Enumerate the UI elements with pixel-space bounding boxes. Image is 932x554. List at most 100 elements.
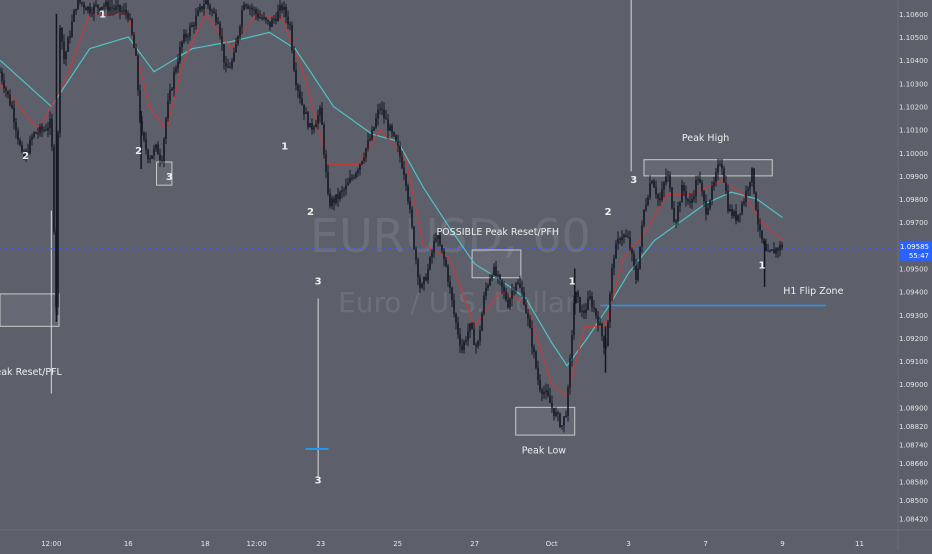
candle-body bbox=[1, 71, 3, 81]
annotation-peak-high[interactable]: Peak High bbox=[682, 133, 729, 144]
candle-body bbox=[485, 287, 487, 296]
candle-body bbox=[333, 198, 335, 203]
candle-body bbox=[329, 193, 331, 207]
x-tick-label: 27 bbox=[470, 540, 479, 548]
candle-body bbox=[171, 88, 173, 90]
annotation-peak-reset-pfl[interactable]: Peak Reset/PFL bbox=[0, 367, 63, 378]
wave-label[interactable]: 1 bbox=[99, 9, 106, 20]
peak-low-box[interactable] bbox=[515, 406, 576, 436]
ema-fast-line bbox=[0, 12, 783, 397]
candle-body bbox=[753, 168, 755, 193]
annotation-possible-peak[interactable]: POSSIBLE Peak Reset/PFH bbox=[436, 227, 559, 238]
candle-body bbox=[393, 132, 395, 136]
candle-body bbox=[551, 403, 553, 408]
candle-body bbox=[749, 181, 751, 189]
wave-label[interactable]: 3 bbox=[166, 172, 173, 183]
candle-body bbox=[693, 196, 695, 200]
candle-body bbox=[529, 318, 531, 328]
candle-body bbox=[117, 5, 119, 7]
candle-body bbox=[705, 200, 707, 215]
peak-reset-pfl-box[interactable] bbox=[0, 293, 60, 327]
y-tick-label: 1.08900 bbox=[899, 404, 928, 412]
candle-body bbox=[283, 6, 285, 11]
candle-body bbox=[635, 265, 637, 280]
candle-body bbox=[43, 129, 45, 131]
candle-body bbox=[51, 118, 53, 147]
candle-body bbox=[309, 123, 311, 128]
candle-body bbox=[111, 7, 113, 9]
candle-body bbox=[647, 197, 649, 205]
candle-body bbox=[671, 187, 673, 209]
candle-body bbox=[13, 107, 15, 122]
candle-body bbox=[593, 307, 595, 309]
wave-label[interactable]: 2 bbox=[135, 146, 142, 157]
candle-body bbox=[373, 127, 375, 131]
y-tick-label: 1.08820 bbox=[899, 423, 928, 431]
candle-body bbox=[15, 121, 17, 131]
y-tick-label: 1.10100 bbox=[899, 127, 928, 135]
candle-body bbox=[565, 415, 567, 417]
peak-high-box[interactable] bbox=[643, 159, 773, 177]
candle-body bbox=[235, 43, 237, 53]
candle-body bbox=[711, 186, 713, 201]
annotation-peak-low[interactable]: Peak Low bbox=[522, 446, 567, 457]
candle-body bbox=[407, 186, 409, 202]
candle-body bbox=[531, 327, 533, 348]
y-tick-label: 1.09800 bbox=[899, 196, 928, 204]
wave-label[interactable]: 3 bbox=[630, 175, 637, 186]
candle-body bbox=[767, 250, 769, 252]
candle-body bbox=[581, 310, 583, 312]
candle-body bbox=[291, 25, 293, 51]
candle-body bbox=[651, 181, 653, 184]
candle-body bbox=[491, 275, 493, 279]
candle-body bbox=[559, 414, 561, 427]
candle-body bbox=[197, 10, 199, 16]
candle-body bbox=[277, 10, 279, 21]
candle-body bbox=[765, 244, 767, 251]
candle-body bbox=[573, 303, 575, 336]
candle-body bbox=[387, 119, 389, 131]
candle-body bbox=[643, 209, 645, 226]
candle-body bbox=[421, 284, 423, 288]
candle-body bbox=[755, 192, 757, 210]
x-tick-label: 23 bbox=[316, 540, 325, 548]
candle-body bbox=[251, 7, 253, 10]
wave-label[interactable]: 3 bbox=[315, 476, 322, 487]
x-tick-label: 12:00 bbox=[41, 540, 61, 548]
candle-body bbox=[211, 10, 213, 12]
wave-label[interactable]: 2 bbox=[307, 207, 314, 218]
watermark-name: Euro / U.S. Dollar bbox=[338, 286, 577, 319]
wave-label[interactable]: 1 bbox=[569, 277, 576, 288]
candle-body bbox=[41, 126, 43, 131]
candle-body bbox=[243, 4, 245, 10]
wave-label[interactable]: 2 bbox=[605, 207, 612, 218]
candle-body bbox=[297, 85, 299, 91]
candle-body bbox=[603, 336, 605, 348]
y-tick-label: 1.08580 bbox=[899, 478, 928, 486]
candle-body bbox=[629, 237, 631, 250]
candle-body bbox=[259, 17, 261, 19]
candle-body bbox=[549, 395, 551, 404]
candle-body bbox=[201, 6, 203, 10]
wave-label[interactable]: 2 bbox=[22, 151, 29, 162]
wave-label[interactable]: 3 bbox=[315, 277, 322, 288]
candle-body bbox=[735, 211, 737, 221]
candle-body bbox=[597, 315, 599, 326]
annotation-h1-flip-zone[interactable]: H1 Flip Zone bbox=[783, 286, 843, 297]
candle-body bbox=[405, 174, 407, 187]
candle-body bbox=[771, 249, 773, 251]
wave-label[interactable]: 1 bbox=[281, 141, 288, 152]
candle-body bbox=[237, 36, 239, 44]
candle-body bbox=[157, 144, 159, 155]
candle-body bbox=[533, 347, 535, 352]
candle-body bbox=[557, 412, 559, 415]
candle-body bbox=[371, 130, 373, 139]
candle-body bbox=[583, 310, 585, 313]
wave-label[interactable]: 1 bbox=[759, 260, 766, 271]
candle-body bbox=[615, 243, 617, 259]
candle-body bbox=[299, 90, 301, 99]
candle-body bbox=[741, 203, 743, 214]
candle-body bbox=[25, 151, 27, 160]
